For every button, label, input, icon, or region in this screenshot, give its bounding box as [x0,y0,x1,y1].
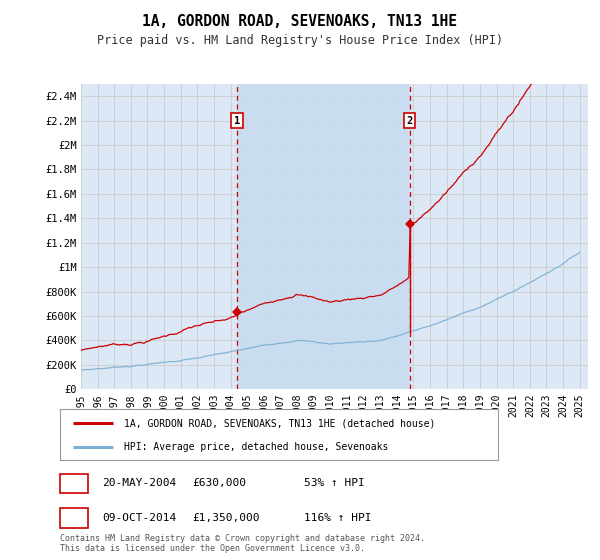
Text: £630,000: £630,000 [193,478,247,488]
Text: Contains HM Land Registry data © Crown copyright and database right 2024.
This d: Contains HM Land Registry data © Crown c… [60,534,425,553]
Text: 116% ↑ HPI: 116% ↑ HPI [304,513,371,523]
Text: 1A, GORDON ROAD, SEVENOAKS, TN13 1HE: 1A, GORDON ROAD, SEVENOAKS, TN13 1HE [143,14,458,29]
Text: 1: 1 [234,115,240,125]
Text: HPI: Average price, detached house, Sevenoaks: HPI: Average price, detached house, Seve… [124,442,388,452]
Text: 1: 1 [70,478,77,488]
Text: Price paid vs. HM Land Registry's House Price Index (HPI): Price paid vs. HM Land Registry's House … [97,34,503,46]
Text: 09-OCT-2014: 09-OCT-2014 [103,513,177,523]
Text: £1,350,000: £1,350,000 [193,513,260,523]
Text: 20-MAY-2004: 20-MAY-2004 [103,478,177,488]
Text: 53% ↑ HPI: 53% ↑ HPI [304,478,364,488]
Text: 2: 2 [70,513,77,523]
Bar [237,84,410,389]
Text: 1A, GORDON ROAD, SEVENOAKS, TN13 1HE (detached house): 1A, GORDON ROAD, SEVENOAKS, TN13 1HE (de… [124,418,435,428]
Text: 2: 2 [407,115,413,125]
